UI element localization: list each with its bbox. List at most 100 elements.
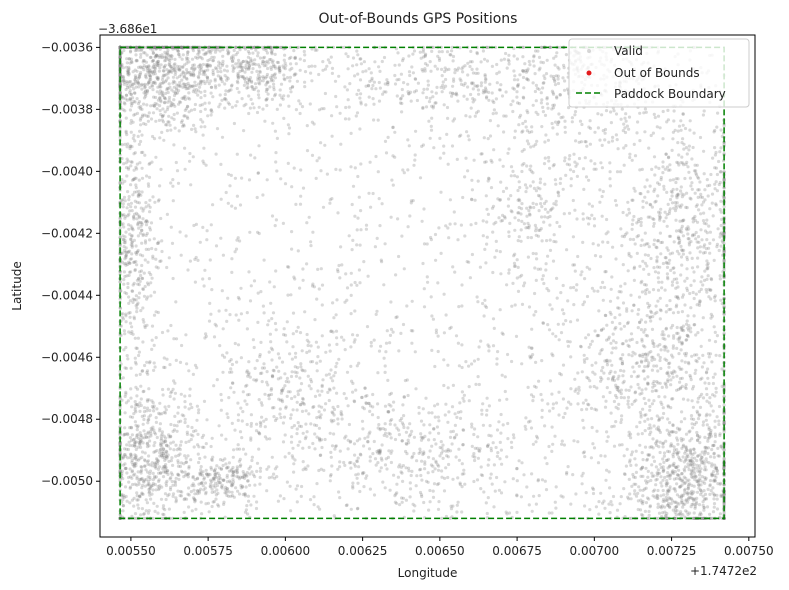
valid-point [687,468,691,472]
valid-point [453,412,457,416]
valid-point [694,333,698,337]
valid-point [382,55,387,60]
valid-point [227,102,232,106]
valid-point [622,369,626,373]
valid-point [643,130,647,134]
valid-point [164,123,168,127]
valid-point [144,60,148,64]
valid-point [638,354,642,358]
valid-point [142,294,147,298]
valid-point [656,471,660,475]
valid-point [663,510,667,514]
valid-point [562,312,566,316]
valid-point [550,121,554,126]
valid-point [719,199,723,203]
valid-point [647,453,651,457]
valid-point [691,290,695,295]
valid-point [252,87,256,92]
valid-point [134,176,138,180]
valid-point [185,115,189,119]
valid-point [654,483,658,487]
valid-point [145,88,150,93]
valid-point [181,124,185,128]
valid-point [246,49,250,54]
valid-point [649,350,653,354]
valid-point [323,67,328,71]
valid-point [209,91,213,95]
valid-point [668,299,672,303]
valid-point [688,449,693,453]
valid-point [143,74,148,78]
valid-point [123,102,127,106]
valid-point [205,64,209,68]
valid-point [155,54,159,58]
valid-point [162,69,166,73]
valid-point [131,283,135,287]
valid-point [632,303,636,307]
valid-point [133,91,137,95]
valid-point [242,76,246,80]
valid-point [674,218,678,222]
valid-point [153,441,157,445]
valid-point [195,404,199,408]
valid-point [662,187,666,191]
valid-point [161,69,165,73]
valid-point [543,76,547,81]
valid-point [632,266,636,271]
valid-point [208,64,212,68]
valid-point [184,76,189,80]
valid-point [168,58,172,63]
valid-point [372,102,376,106]
valid-point [516,78,520,82]
valid-point [657,280,661,284]
valid-point [554,120,558,124]
valid-point [172,448,176,452]
valid-point [426,471,430,475]
valid-point [656,488,660,493]
valid-point [200,57,204,61]
valid-point [288,79,292,83]
valid-point [678,377,683,381]
valid-point [260,415,264,419]
valid-point [705,423,709,427]
valid-point [563,119,567,123]
valid-point [633,352,637,356]
valid-point [156,63,160,68]
valid-point [677,163,681,167]
valid-point [174,443,178,447]
valid-point [264,48,268,53]
valid-point [209,444,213,449]
valid-point [158,422,162,426]
valid-point [141,306,145,310]
valid-point [620,234,624,238]
valid-point [140,263,144,268]
valid-point [188,97,192,101]
valid-point [656,369,660,373]
valid-point [477,92,481,96]
valid-point [187,493,191,497]
valid-point [411,71,415,75]
valid-point [270,52,274,56]
valid-point [118,64,122,68]
valid-point [192,84,196,88]
valid-point [130,226,134,230]
valid-point [675,281,679,285]
valid-point [317,72,321,77]
valid-point [561,397,566,401]
valid-point [223,97,227,101]
valid-point [715,493,719,497]
valid-point [206,77,210,81]
valid-point [330,66,335,70]
valid-point [652,155,657,159]
valid-point [188,84,192,88]
valid-point [133,205,138,209]
valid-point [244,59,248,63]
valid-point [218,49,222,53]
valid-point [655,255,659,259]
valid-point [689,463,693,467]
valid-point [627,127,631,131]
valid-point [134,75,138,80]
valid-point [183,417,187,421]
valid-point [470,67,474,71]
valid-point [198,66,202,70]
